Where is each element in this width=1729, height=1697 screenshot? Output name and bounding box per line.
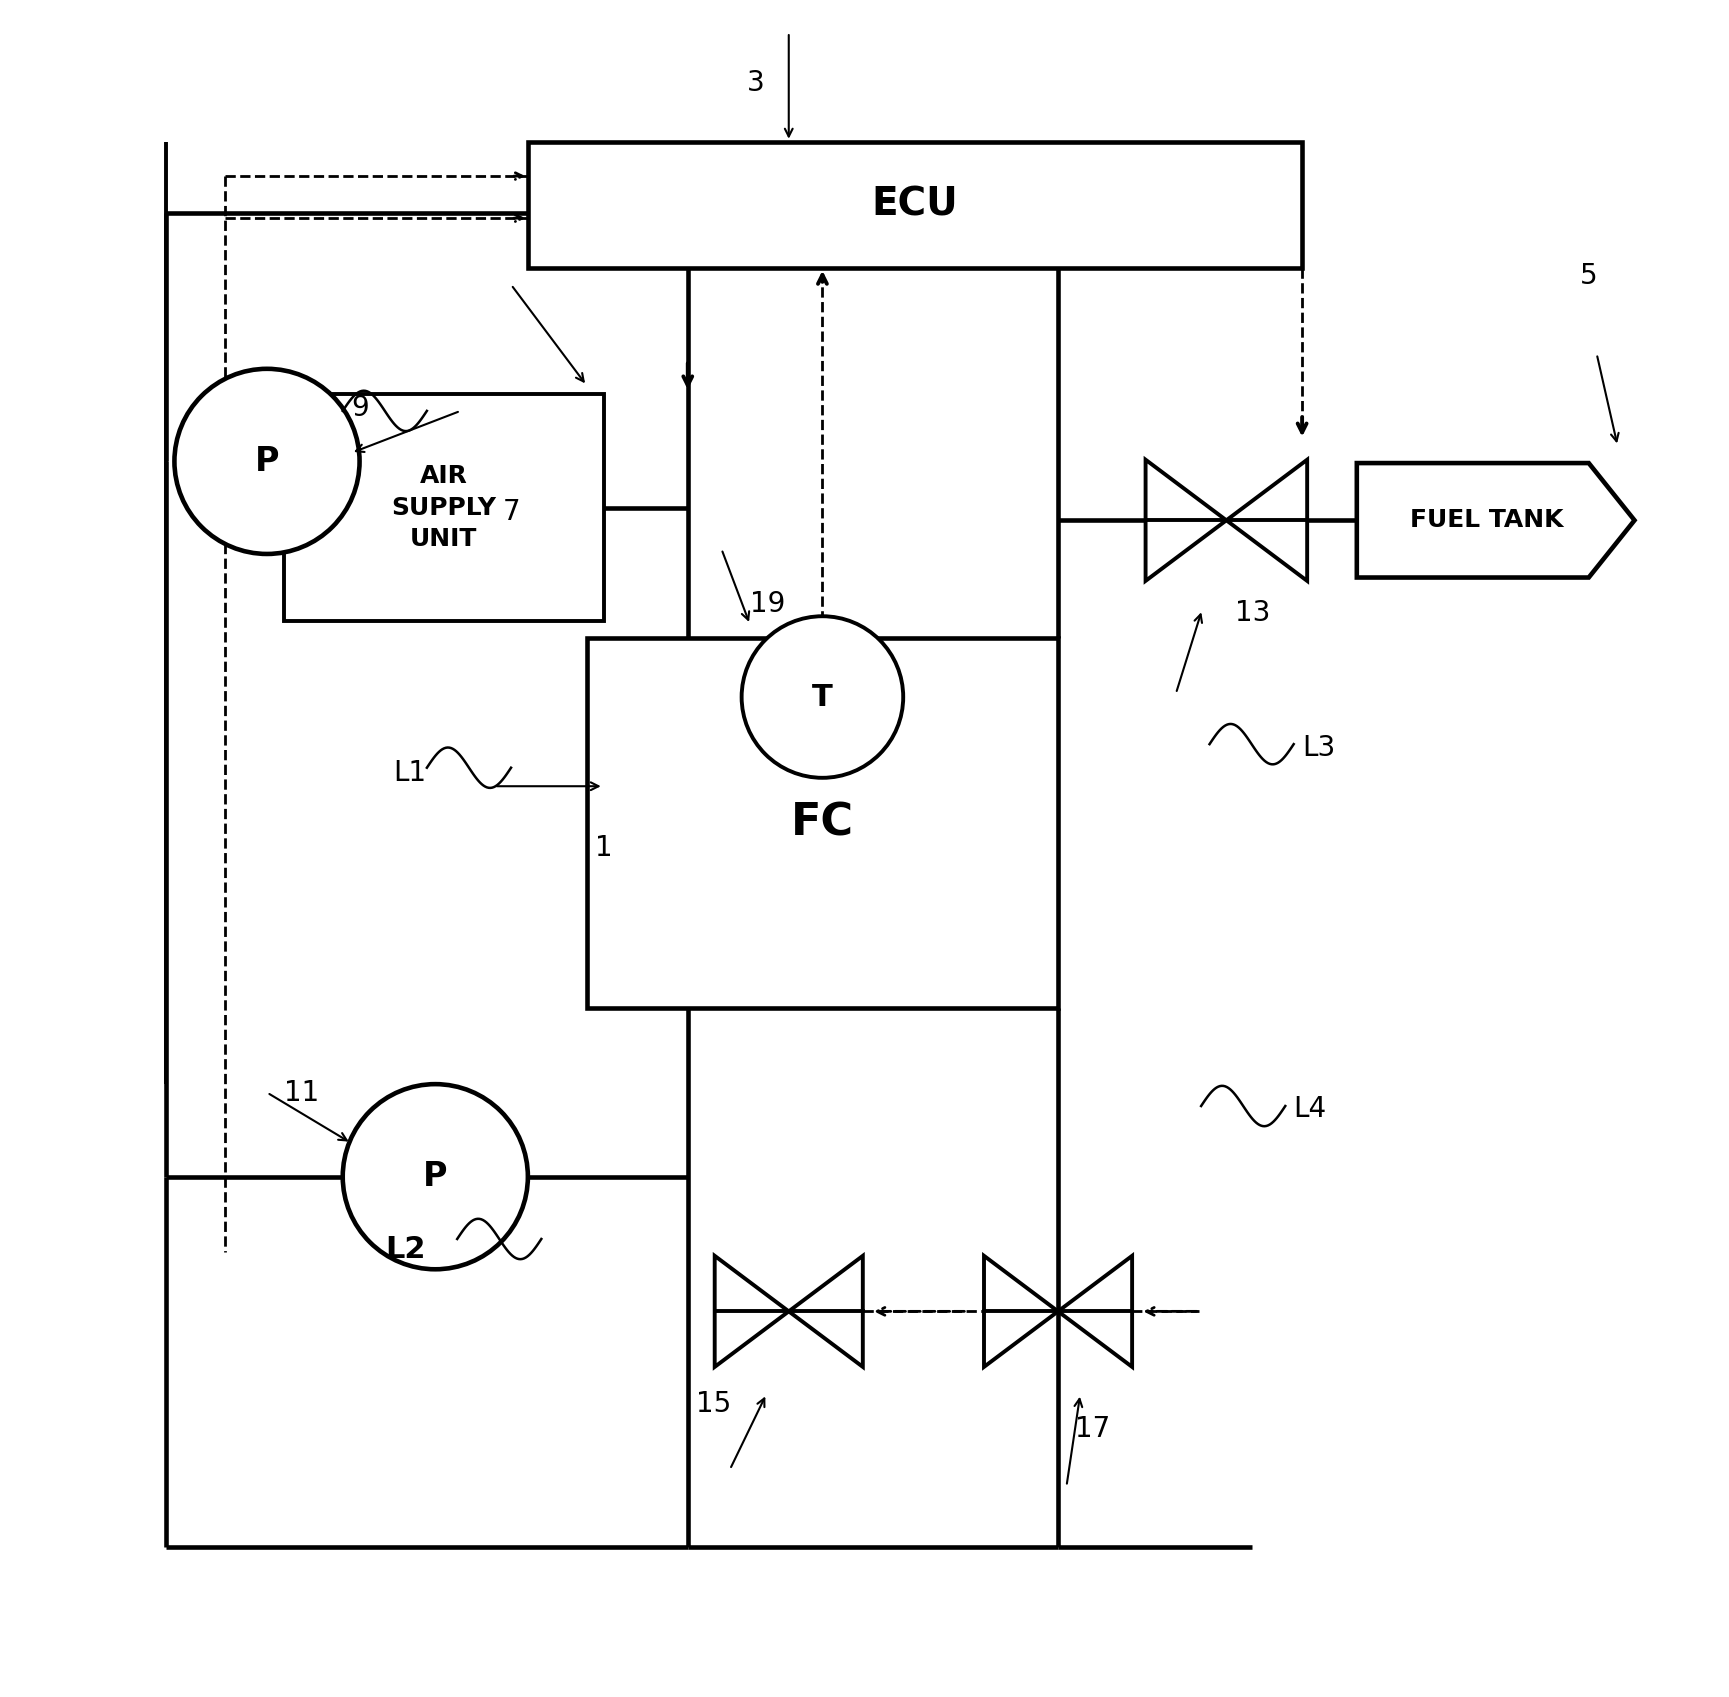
Polygon shape xyxy=(984,1256,1058,1366)
Text: AIR
SUPPLY
UNIT: AIR SUPPLY UNIT xyxy=(391,463,496,552)
Polygon shape xyxy=(788,1256,863,1366)
Bar xyxy=(586,638,1058,1008)
Bar xyxy=(527,141,1302,268)
Text: 3: 3 xyxy=(747,68,764,97)
Text: FC: FC xyxy=(790,801,854,845)
Polygon shape xyxy=(714,1256,788,1366)
Bar xyxy=(284,394,603,621)
Polygon shape xyxy=(1058,1256,1132,1366)
Text: 17: 17 xyxy=(1075,1415,1110,1442)
Text: L1: L1 xyxy=(392,759,427,787)
Text: 13: 13 xyxy=(1235,599,1271,626)
Text: P: P xyxy=(254,445,280,479)
Circle shape xyxy=(175,368,360,553)
Circle shape xyxy=(342,1084,527,1269)
Text: L2: L2 xyxy=(386,1235,425,1264)
Text: 11: 11 xyxy=(284,1079,320,1106)
Polygon shape xyxy=(1357,463,1634,577)
Text: ECU: ECU xyxy=(871,185,958,224)
Text: 9: 9 xyxy=(351,394,368,421)
Circle shape xyxy=(742,616,903,777)
Text: L3: L3 xyxy=(1302,733,1335,762)
Text: P: P xyxy=(424,1161,448,1193)
Polygon shape xyxy=(1226,460,1307,580)
Text: 19: 19 xyxy=(750,591,785,618)
Text: 15: 15 xyxy=(697,1390,731,1419)
Text: 1: 1 xyxy=(595,835,612,862)
Text: 5: 5 xyxy=(1580,263,1598,290)
Text: T: T xyxy=(813,682,833,711)
Polygon shape xyxy=(1146,460,1226,580)
Text: 7: 7 xyxy=(503,497,520,526)
Text: L4: L4 xyxy=(1293,1095,1326,1123)
Text: FUEL TANK: FUEL TANK xyxy=(1409,509,1563,533)
